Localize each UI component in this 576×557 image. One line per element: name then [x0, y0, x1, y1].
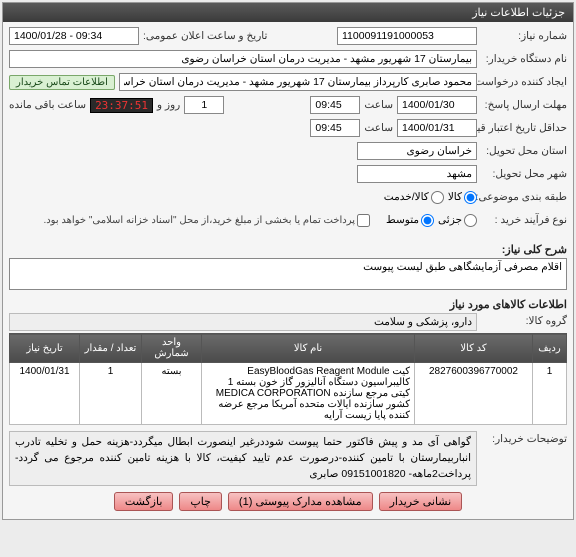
- announce-field: [9, 27, 139, 45]
- need-no-label: شماره نیاز:: [481, 30, 567, 42]
- purchase-low-label: جزئی: [438, 214, 462, 226]
- delivery-prov: [357, 142, 477, 160]
- items-section-title: اطلاعات کالاهای مورد نیاز: [9, 298, 567, 311]
- budget-service-radio[interactable]: [431, 191, 444, 204]
- desc-text: اقلام مصرفی آزمایشگاهی طبق لیست پیوست: [9, 258, 567, 290]
- th-row: ردیف: [533, 334, 567, 363]
- budget-goods[interactable]: کالا: [448, 191, 477, 204]
- items-table: ردیف کد کالا نام کالا واحد شمارش تعداد /…: [9, 333, 567, 425]
- creator-label: ایجاد کننده درخواست:: [481, 76, 567, 88]
- remaining-timer: 23:37:51: [90, 98, 153, 113]
- purchase-note-checkbox[interactable]: [357, 214, 370, 227]
- buyer-org-field: [9, 50, 477, 68]
- purchase-mid[interactable]: متوسط: [386, 214, 434, 227]
- cell-unit: بسته: [142, 363, 202, 425]
- group-label: گروه کالا:: [481, 313, 567, 327]
- table-header-row: ردیف کد کالا نام کالا واحد شمارش تعداد /…: [10, 334, 567, 363]
- form-area: شماره نیاز: تاریخ و ساعت اعلان عمومی: نا…: [3, 22, 573, 519]
- th-date: تاریخ نیاز: [10, 334, 80, 363]
- budget-service-label: کالا/خدمت: [384, 191, 429, 203]
- addr-button[interactable]: نشانی خریدار: [379, 492, 463, 511]
- delivery-city: [357, 165, 477, 183]
- purchase-note: پرداخت تمام یا بخشی از مبلغ خرید،از محل …: [43, 215, 355, 226]
- deadline-label: مهلت ارسال پاسخ:: [481, 99, 567, 111]
- cell-qty: 1: [80, 363, 142, 425]
- budget-radiogroup: کالا کالا/خدمت: [384, 191, 477, 204]
- buyer-org-label: نام دستگاه خریدار:: [481, 53, 567, 65]
- budget-goods-radio[interactable]: [464, 191, 477, 204]
- th-unit: واحد شمارش: [142, 334, 202, 363]
- budget-goods-label: کالا: [448, 191, 462, 203]
- deadline-time: [310, 96, 360, 114]
- purchase-low[interactable]: جزئی: [438, 214, 477, 227]
- th-code: کد کالا: [415, 334, 533, 363]
- budget-label: طبقه بندی موضوعی:: [481, 191, 567, 203]
- notes-label: توضیحات خریدار:: [481, 431, 567, 445]
- announce-label: تاریخ و ساعت اعلان عمومی:: [143, 30, 267, 42]
- purchase-type-label: نوع فرآیند خرید :: [481, 214, 567, 226]
- attachments-button[interactable]: مشاهده مدارک پیوستی (1): [228, 492, 373, 511]
- need-no-field: [337, 27, 477, 45]
- panel-title: جزئیات اطلاعات نیاز: [3, 3, 573, 22]
- need-details-panel: جزئیات اطلاعات نیاز شماره نیاز: تاریخ و …: [2, 2, 574, 520]
- purchase-mid-radio[interactable]: [421, 214, 434, 227]
- notes-body: گواهی آی مد و پیش فاکتور حتما پیوست شودد…: [9, 431, 477, 486]
- contact-chip[interactable]: اطلاعات تماس خریدار: [9, 75, 115, 90]
- creator-field: [119, 73, 477, 91]
- purchase-low-radio[interactable]: [464, 214, 477, 227]
- purchase-radiogroup: جزئی متوسط: [386, 214, 477, 227]
- button-row: نشانی خریدار مشاهده مدارک پیوستی (1) چاپ…: [9, 486, 567, 515]
- delivery-prov-label: استان محل تحویل:: [481, 145, 567, 157]
- group-value: دارو، پزشکی و سلامت: [9, 313, 477, 331]
- delivery-city-label: شهر محل تحویل:: [481, 168, 567, 180]
- min-validity-label: حداقل تاریخ اعتبار قیمت: تا تاریخ:: [481, 122, 567, 134]
- table-row: 12827600396770002کیت EasyBloodGas Reagen…: [10, 363, 567, 425]
- remaining-days: [184, 96, 224, 114]
- purchase-mid-label: متوسط: [386, 214, 419, 226]
- th-name: نام کالا: [202, 334, 415, 363]
- min-validity-date: [397, 119, 477, 137]
- cell-date: 1400/01/31: [10, 363, 80, 425]
- min-validity-time: [310, 119, 360, 137]
- time-word-1: ساعت: [364, 99, 393, 111]
- time-word-2: ساعت: [364, 122, 393, 134]
- deadline-date: [397, 96, 477, 114]
- print-button[interactable]: چاپ: [179, 492, 222, 511]
- remaining-days-word: روز و: [157, 99, 180, 111]
- cell-code: 2827600396770002: [415, 363, 533, 425]
- purchase-note-check[interactable]: پرداخت تمام یا بخشی از مبلغ خرید،از محل …: [43, 214, 370, 227]
- cell-row: 1: [533, 363, 567, 425]
- back-button[interactable]: بازگشت: [114, 492, 174, 511]
- th-qty: تعداد / مقدار: [80, 334, 142, 363]
- desc-title: شرح کلی نیاز:: [9, 243, 567, 256]
- cell-name: کیت EasyBloodGas Reagent Module کالیبراس…: [202, 363, 415, 425]
- budget-service[interactable]: کالا/خدمت: [384, 191, 444, 204]
- remaining-suffix: ساعت باقی مانده: [9, 99, 86, 111]
